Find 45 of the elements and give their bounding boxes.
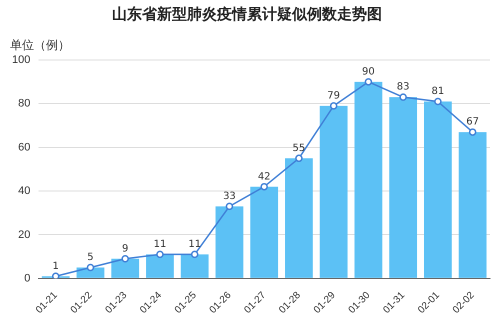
bar [250, 186, 278, 278]
point [86, 264, 94, 272]
data-label: 55 [292, 142, 306, 154]
point [226, 202, 234, 210]
y-tick-label: 40 [18, 185, 30, 198]
bar [320, 106, 348, 278]
bar [458, 132, 487, 278]
point [52, 272, 60, 278]
data-label: 42 [258, 171, 271, 182]
bar [354, 82, 382, 278]
chart-title: 山东省新型肺炎疫情累计疑似例数走势图 [112, 4, 382, 23]
bar [146, 254, 174, 278]
point [364, 78, 372, 86]
point [434, 98, 442, 106]
bar [389, 97, 418, 278]
data-label: 9 [122, 243, 128, 254]
data-label: 90 [362, 66, 375, 78]
data-label: 67 [466, 116, 479, 128]
point [330, 102, 338, 110]
point [295, 154, 303, 162]
y-tick-label: 0 [24, 272, 30, 284]
y-tick-label: 100 [12, 54, 30, 66]
point [121, 255, 129, 263]
y-tick-label: 80 [18, 98, 30, 110]
bar [285, 158, 313, 278]
data-label: 79 [327, 90, 340, 102]
data-label: 5 [87, 252, 94, 264]
point [468, 128, 476, 136]
y-tick-label: 60 [18, 141, 30, 154]
point [399, 93, 407, 101]
y-axis-title: 单位（例） [10, 38, 70, 52]
data-label: 33 [223, 190, 236, 202]
point [260, 182, 268, 190]
bar [111, 258, 140, 278]
data-label: 83 [396, 82, 410, 93]
bar [424, 102, 452, 278]
bar [216, 206, 244, 278]
data-label: 1 [52, 260, 59, 272]
data-label: 11 [154, 238, 166, 250]
point [156, 250, 164, 258]
point [190, 250, 198, 258]
bar [180, 254, 209, 278]
y-tick-label: 20 [18, 228, 30, 241]
data-label: 81 [432, 86, 444, 98]
data-label: 11 [188, 238, 202, 250]
